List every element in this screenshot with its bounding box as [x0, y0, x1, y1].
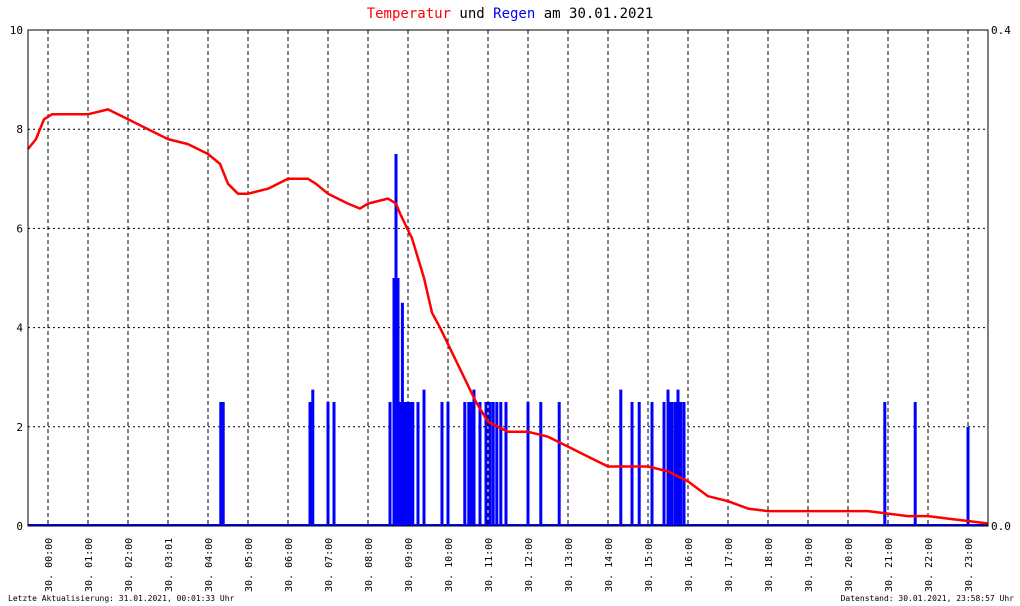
rain-bar: [472, 389, 476, 526]
x-tick-label: 30. 14:00: [604, 538, 615, 592]
chart-title: Temperatur und Regen am 30.01.2021: [367, 6, 654, 22]
rain-bar: [221, 402, 225, 526]
rain-bar: [668, 402, 672, 526]
x-tick-label: 30. 20:00: [844, 538, 855, 592]
rain-bar: [416, 402, 420, 526]
rain-bar: [495, 402, 499, 526]
y-axis-left: 0 2 4 6 8 10: [10, 24, 24, 533]
rain-bar: [499, 402, 503, 526]
rain-bar: [666, 389, 670, 526]
x-tick-label: 30. 22:00: [924, 538, 935, 592]
rain-bar: [467, 402, 471, 526]
rain-bar: [408, 402, 412, 526]
rain-bar: [676, 389, 680, 526]
title-regen: Regen: [493, 6, 535, 22]
grid-lines: [28, 30, 988, 526]
rain-bar: [446, 402, 450, 526]
temperature-line: [27, 108, 989, 525]
rain-bar: [394, 154, 398, 526]
x-tick-label: 30. 16:00: [684, 538, 695, 592]
title-und: und: [451, 6, 493, 22]
plot-border: [27, 29, 989, 527]
x-tick-label: 30. 10:00: [444, 538, 455, 592]
y-right-tick-label: 0.4: [991, 24, 1011, 37]
x-tick-label: 30. 12:00: [524, 538, 535, 592]
rain-bar: [469, 402, 473, 526]
rain-bar: [488, 402, 492, 526]
rain-bar: [966, 426, 970, 526]
rain-bar: [913, 402, 917, 526]
x-axis: 30. 00:00 30. 01:00 30. 02:00 30. 03:01 30. …: [44, 538, 975, 592]
rain-bar: [332, 402, 336, 526]
x-tick-label: 30. 17:00: [724, 538, 735, 592]
y-left-tick-label: 6: [16, 222, 23, 235]
rain-bar: [670, 402, 674, 526]
x-tick-label: 30. 23:00: [964, 538, 975, 592]
y-left-tick-label: 10: [10, 24, 23, 37]
x-tick-label: 30. 07:00: [324, 538, 335, 592]
rain-bar: [682, 402, 686, 526]
y-left-tick-label: 4: [16, 322, 23, 335]
rain-bar: [526, 402, 530, 526]
x-tick-label: 30. 09:00: [404, 538, 415, 592]
x-tick-label: 30. 15:00: [644, 538, 655, 592]
rain-bar: [539, 402, 543, 526]
rain-bar: [403, 402, 407, 526]
x-tick-label: 30. 19:00: [804, 538, 815, 592]
rain-bar: [463, 402, 467, 526]
rain-bar: [440, 402, 444, 526]
rain-bar: [399, 402, 403, 526]
rain-bar: [491, 402, 495, 526]
x-tick-label: 30. 04:00: [204, 538, 215, 592]
rain-bar: [650, 402, 654, 526]
rain-bar: [557, 402, 561, 526]
rain-bar: [392, 278, 396, 526]
rain-bar: [619, 389, 623, 526]
rain-bar: [637, 402, 641, 526]
rain-bars: [28, 154, 988, 526]
y-left-tick-label: 2: [16, 421, 23, 434]
rain-bar: [504, 402, 508, 526]
footer-data-timestamp: Datenstand: 30.01.2021, 23:58:57 Uhr: [841, 594, 1015, 603]
x-tick-label: 30. 06:00: [284, 538, 295, 592]
rain-bar: [630, 402, 634, 526]
rain-bar: [308, 402, 312, 526]
rain-bar: [388, 402, 392, 526]
x-tick-label: 30. 03:01: [164, 538, 175, 592]
rain-bar: [679, 402, 683, 526]
y-left-tick-label: 0: [16, 520, 23, 533]
rain-bar: [411, 402, 415, 526]
x-tick-label: 30. 18:00: [764, 538, 775, 592]
rain-bar: [673, 402, 677, 526]
rain-bar: [405, 402, 409, 526]
y-right-tick-label: 0.0: [991, 520, 1011, 533]
x-tick-label: 30. 02:00: [124, 538, 135, 592]
x-tick-label: 30. 00:00: [44, 538, 55, 592]
rain-bar: [400, 302, 404, 526]
rain-bar: [478, 402, 482, 526]
rain-bar: [484, 402, 488, 526]
rain-bar: [397, 402, 401, 526]
x-tick-label: 30. 08:00: [364, 538, 375, 592]
x-tick-label: 30. 13:00: [564, 538, 575, 592]
rain-bar: [326, 402, 330, 526]
y-left-tick-label: 8: [16, 123, 23, 136]
x-tick-label: 30. 21:00: [884, 538, 895, 592]
x-tick-label: 30. 11:00: [484, 538, 495, 592]
y-axis-right: 0.0 0.4: [991, 24, 1011, 533]
footer-last-update: Letzte Aktualisierung: 31.01.2021, 00:01…: [8, 594, 235, 603]
title-temperature: Temperatur: [367, 6, 451, 22]
rain-bar: [311, 389, 315, 526]
temperature-series: [27, 108, 989, 525]
rain-bar: [662, 402, 666, 526]
plot-frame: [27, 29, 989, 527]
rain-bar: [219, 402, 223, 526]
x-tick-label: 30. 01:00: [84, 538, 95, 592]
rain-bar: [883, 402, 887, 526]
x-tick-label: 30. 05:00: [244, 538, 255, 592]
title-date: am 30.01.2021: [535, 6, 653, 22]
rain-bar: [422, 389, 426, 526]
